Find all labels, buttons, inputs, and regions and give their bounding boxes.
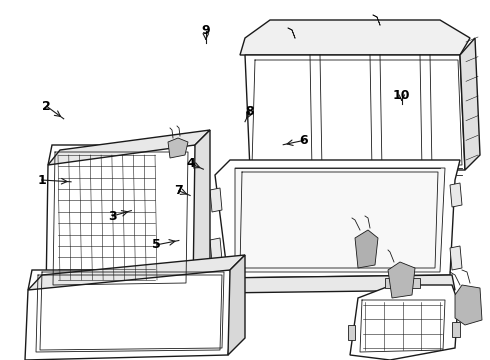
Text: 2: 2 [42, 100, 51, 113]
Polygon shape [348, 325, 355, 340]
Polygon shape [235, 168, 445, 272]
Polygon shape [455, 285, 482, 325]
Polygon shape [450, 246, 462, 270]
Polygon shape [210, 238, 222, 262]
Polygon shape [46, 145, 200, 295]
Polygon shape [210, 188, 222, 212]
Polygon shape [215, 275, 455, 293]
Polygon shape [452, 322, 460, 337]
Polygon shape [245, 55, 465, 170]
Polygon shape [350, 285, 458, 360]
Polygon shape [193, 130, 210, 290]
Polygon shape [28, 255, 245, 290]
Text: 8: 8 [245, 105, 254, 118]
Text: 7: 7 [174, 184, 183, 197]
Polygon shape [460, 38, 480, 170]
Text: 3: 3 [108, 210, 117, 222]
Polygon shape [450, 183, 462, 207]
Text: 9: 9 [201, 24, 210, 37]
Polygon shape [355, 230, 378, 268]
Polygon shape [228, 255, 245, 355]
Polygon shape [168, 138, 188, 158]
Polygon shape [385, 278, 420, 288]
Polygon shape [240, 20, 470, 55]
Text: 1: 1 [37, 174, 46, 186]
Text: 4: 4 [187, 157, 196, 170]
Polygon shape [25, 270, 235, 360]
Polygon shape [388, 262, 415, 298]
Text: 6: 6 [299, 134, 308, 147]
Polygon shape [48, 130, 210, 165]
Text: 10: 10 [393, 89, 411, 102]
Text: 5: 5 [152, 238, 161, 251]
Polygon shape [215, 160, 460, 278]
